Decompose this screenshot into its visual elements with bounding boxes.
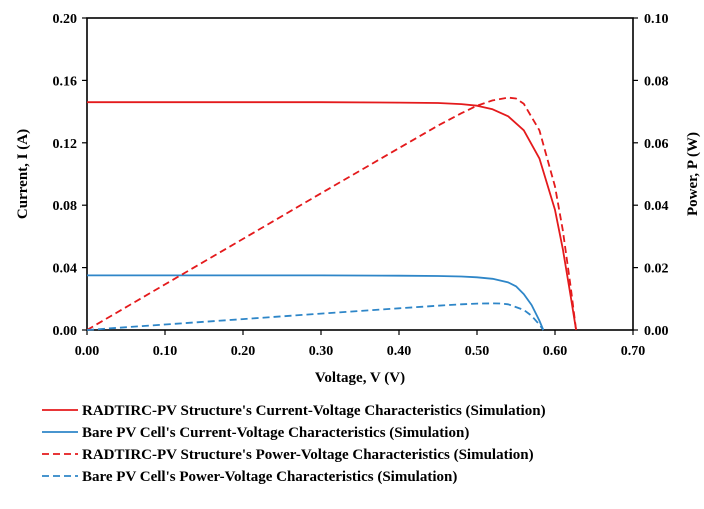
- series-line-1: [87, 101, 577, 331]
- y-tick-label: 0.16: [53, 74, 78, 89]
- legend-label-4: Bare PV Cell's Power-Voltage Characteris…: [82, 469, 457, 485]
- x-tick-label: 0.10: [153, 344, 178, 359]
- y2-tick-label: 0.06: [644, 137, 669, 152]
- x-tick-label: 0.60: [543, 344, 568, 359]
- y2-axis-title: Power, P (W): [685, 132, 701, 216]
- x-tick-label: 0.70: [621, 344, 646, 359]
- series-line-3: [86, 96, 577, 331]
- x-axis-title: Voltage, V (V): [315, 370, 405, 386]
- plot-layer: 0.00 0.10 0.20 0.30 0.40 0.50 0.60 0.70 0.00 0.04…: [53, 12, 669, 359]
- legend-label-2: Bare PV Cell's Current-Voltage Character…: [82, 425, 469, 441]
- legend: RADTIRC-PV Structure's Current-Voltage C…: [42, 403, 546, 485]
- legend-label-3: RADTIRC-PV Structure's Power-Voltage Cha…: [82, 447, 534, 463]
- y2-tick-label: 0.04: [644, 199, 669, 214]
- y-tick-label: 0.04: [53, 262, 78, 277]
- y2-tick-label: 0.00: [644, 324, 669, 339]
- series-line-4: [86, 302, 545, 331]
- y-tick-label: 0.08: [53, 199, 78, 214]
- y-tick-label: 0.20: [53, 12, 78, 27]
- x-tick-label: 0.50: [465, 344, 490, 359]
- y2-tick-label: 0.10: [644, 12, 669, 27]
- plot-frame: [86, 17, 634, 331]
- y2-tick-label: 0.02: [644, 262, 669, 277]
- legend-label-1: RADTIRC-PV Structure's Current-Voltage C…: [82, 403, 546, 419]
- x-tick-label: 0.00: [75, 344, 100, 359]
- x-tick-label: 0.30: [309, 344, 334, 359]
- y-tick-label: 0.00: [53, 324, 78, 339]
- y2-tick-label: 0.08: [644, 74, 669, 89]
- series-line-2: [87, 274, 545, 331]
- y-axis-title: Current, I (A): [15, 129, 31, 219]
- y-tick-label: 0.12: [53, 137, 78, 152]
- x-tick-label: 0.20: [231, 344, 256, 359]
- x-tick-label: 0.40: [387, 344, 412, 359]
